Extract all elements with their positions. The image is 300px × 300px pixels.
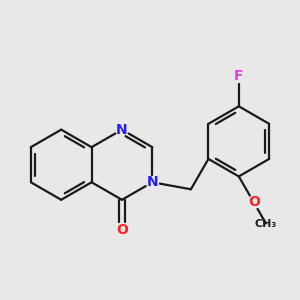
Text: O: O [248, 195, 260, 209]
Text: CH₃: CH₃ [255, 218, 277, 229]
Text: N: N [116, 123, 128, 137]
Text: N: N [146, 175, 158, 189]
Text: O: O [116, 223, 128, 237]
Text: F: F [234, 70, 244, 83]
